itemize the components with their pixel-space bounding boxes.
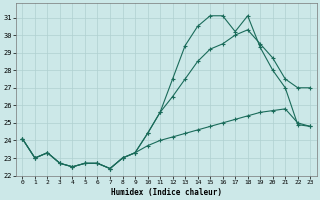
X-axis label: Humidex (Indice chaleur): Humidex (Indice chaleur) (111, 188, 222, 197)
